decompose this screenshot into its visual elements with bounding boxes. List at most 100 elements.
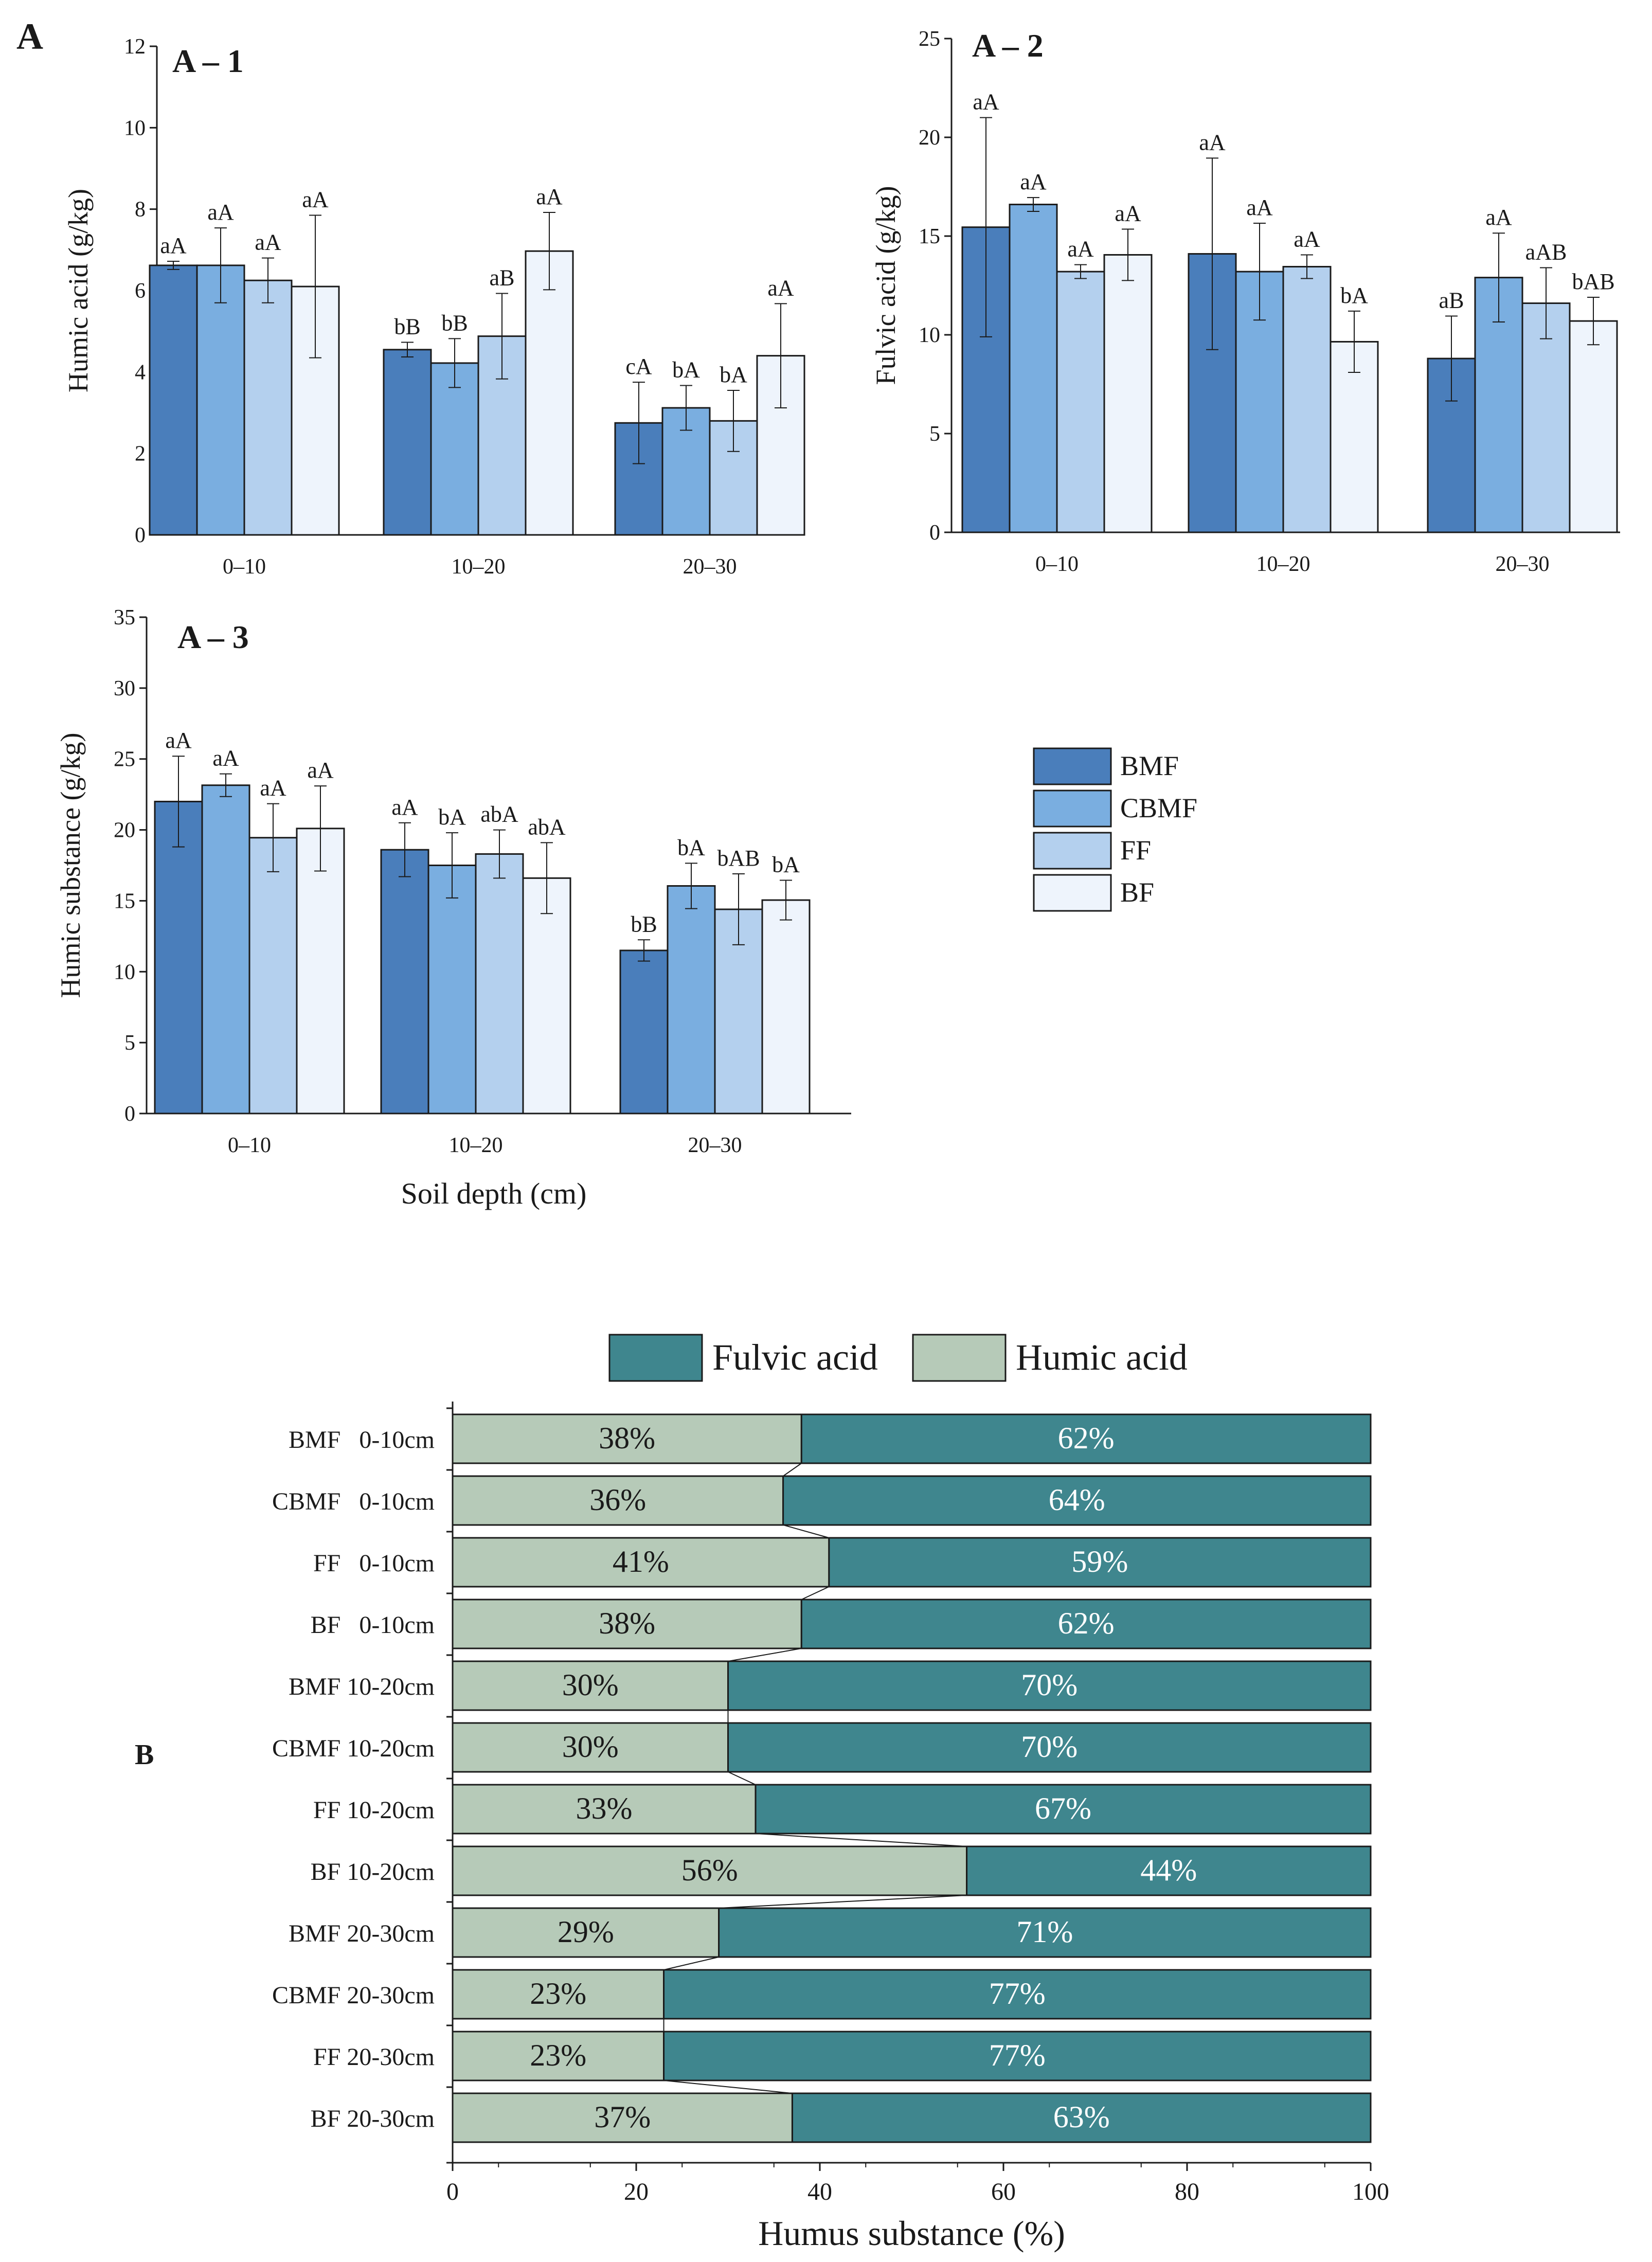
b-connector-line [783, 1463, 802, 1477]
a1-bar-bmf [149, 264, 198, 536]
b-bar-fulvic [727, 1660, 1372, 1711]
a2-significance-label: aB [1439, 288, 1464, 313]
b-bar-humic [452, 1475, 784, 1526]
b-fulvic-value-label: 70% [1021, 1668, 1078, 1702]
panel-label-a: A [16, 16, 43, 57]
b-fulvic-value-label: 64% [1049, 1483, 1105, 1517]
b-connector-line [663, 2080, 793, 2094]
a1-x-tick-label: 0–10 [223, 555, 266, 579]
a1-significance-label: aB [490, 265, 515, 291]
b-fulvic-value-label: 44% [1140, 1853, 1197, 1887]
a2-x-tick-label: 10–20 [1256, 552, 1310, 576]
a3-bar-bf [522, 877, 571, 1115]
b-humic-value-label: 33% [576, 1791, 633, 1825]
panel-label-b: B [135, 1739, 154, 1771]
a3-bar-cbmf [667, 885, 716, 1115]
a3-x-label: Soil depth (cm) [401, 1177, 587, 1210]
chart-b: 38% 62% BMF 0-10cm 36% 64% CBMF 0-10cm 41% 59% F… [272, 1402, 1389, 2253]
b-humic-value-label: 41% [613, 1545, 669, 1578]
a2-significance-label: aA [1246, 195, 1273, 220]
a2-significance-label: aA [1485, 205, 1512, 230]
a3-bar-ff [475, 853, 524, 1115]
a3-bar-bmf [619, 949, 669, 1115]
a2-significance-label: aA [1294, 226, 1320, 252]
b-category-label: BMF 20-30cm [289, 1920, 435, 1947]
a1-significance-label: aA [302, 187, 329, 212]
a2-x-tick-label: 20–30 [1496, 552, 1550, 576]
b-humic-value-label: 23% [530, 2038, 586, 2072]
a3-y-tick-label: 30 [114, 677, 135, 701]
legend-label-fulvic: Fulvic acid [712, 1337, 878, 1378]
a3-y-tick-label: 0 [124, 1102, 135, 1126]
a2-y-tick-label: 25 [919, 27, 940, 51]
b-bar-fulvic [791, 2092, 1372, 2143]
b-x-tick-label: 20 [624, 2178, 649, 2205]
b-fulvic-value-label: 63% [1053, 2100, 1110, 2134]
a2-bar-ff [1056, 271, 1105, 533]
b-x-tick-label: 100 [1352, 2178, 1389, 2205]
b-bar-humic [452, 1969, 665, 2020]
a2-y-tick-label: 0 [929, 521, 940, 545]
b-x-tick-label: 0 [446, 2178, 459, 2205]
b-connector-line [801, 1586, 830, 1600]
b-bar-humic [452, 1660, 729, 1711]
a1-bar-bmf [383, 349, 432, 536]
a2-bar-bf [1569, 320, 1618, 533]
b-category-label: BMF 0-10cm [289, 1426, 435, 1453]
a3-significance-label: aA [307, 758, 334, 783]
b-bar-fulvic [718, 1907, 1372, 1958]
a2-significance-label: aA [1067, 237, 1094, 262]
a1-title: A – 1 [172, 43, 244, 79]
a3-y-tick-label: 35 [114, 606, 135, 630]
a1-y-label: Humic acid (g/kg) [63, 189, 94, 392]
a3-bar-cbmf [201, 784, 250, 1115]
legend-swatch-bf [1033, 874, 1112, 912]
legend-label-bf: BF [1120, 877, 1154, 908]
b-connector-line [755, 1833, 967, 1847]
b-category-label: CBMF 20-30cm [272, 1982, 435, 2009]
a3-bar-bf [761, 899, 811, 1115]
b-bar-fulvic [727, 1722, 1372, 1773]
a3-y-tick-label: 15 [114, 889, 135, 913]
a2-x-tick-label: 0–10 [1035, 552, 1079, 576]
a1-y-tick-label: 2 [135, 442, 146, 466]
b-bar-fulvic [966, 1845, 1372, 1896]
b-connector-line [719, 1895, 967, 1909]
a3-bar-bf [296, 828, 345, 1115]
a1-y-tick-label: 8 [135, 198, 146, 222]
a1-significance-label: bB [441, 310, 468, 335]
b-bar-humic [452, 2031, 665, 2081]
a1-y-tick-label: 4 [135, 361, 146, 384]
b-bar-fulvic [663, 2031, 1372, 2081]
b-humic-value-label: 30% [562, 1730, 619, 1764]
a3-bar-cbmf [427, 865, 477, 1115]
b-connector-line [728, 1648, 802, 1662]
a3-significance-label: bA [438, 804, 466, 830]
a2-significance-label: aAB [1525, 239, 1567, 264]
legend-a: BMF CBMF FF BF [1033, 747, 1197, 912]
b-category-label: FF 10-20cm [313, 1797, 435, 1824]
a1-significance-label: aA [767, 275, 794, 300]
legend-swatch-cbmf [1033, 789, 1112, 828]
chart-a2: 0 5 10 15 20 25 A – 2 Fulvic acid (g/kg) aA aA aA a… [870, 27, 1620, 576]
b-bar-humic [452, 1413, 802, 1464]
b-bar-humic [452, 1722, 729, 1773]
b-bar-fulvic [782, 1475, 1372, 1526]
legend-swatch-fulvic [608, 1334, 703, 1382]
legend-label-bmf: BMF [1120, 750, 1179, 781]
a1-significance-label: bA [672, 357, 700, 382]
a1-y-tick-label: 12 [124, 35, 146, 59]
a2-significance-label: aA [1020, 169, 1047, 194]
a3-y-tick-label: 25 [114, 748, 135, 771]
b-category-label: BF 10-20cm [311, 1858, 435, 1886]
a3-y-tick-label: 5 [124, 1031, 135, 1055]
b-fulvic-value-label: 59% [1071, 1545, 1128, 1578]
b-x-tick-label: 60 [991, 2178, 1016, 2205]
a1-y-tick-label: 0 [135, 524, 146, 547]
a2-significance-label: aA [1199, 130, 1226, 155]
a3-x-tick-label: 10–20 [449, 1134, 503, 1157]
a1-significance-label: aA [536, 184, 563, 209]
b-fulvic-value-label: 62% [1058, 1606, 1115, 1640]
a1-significance-label: bB [394, 314, 420, 339]
